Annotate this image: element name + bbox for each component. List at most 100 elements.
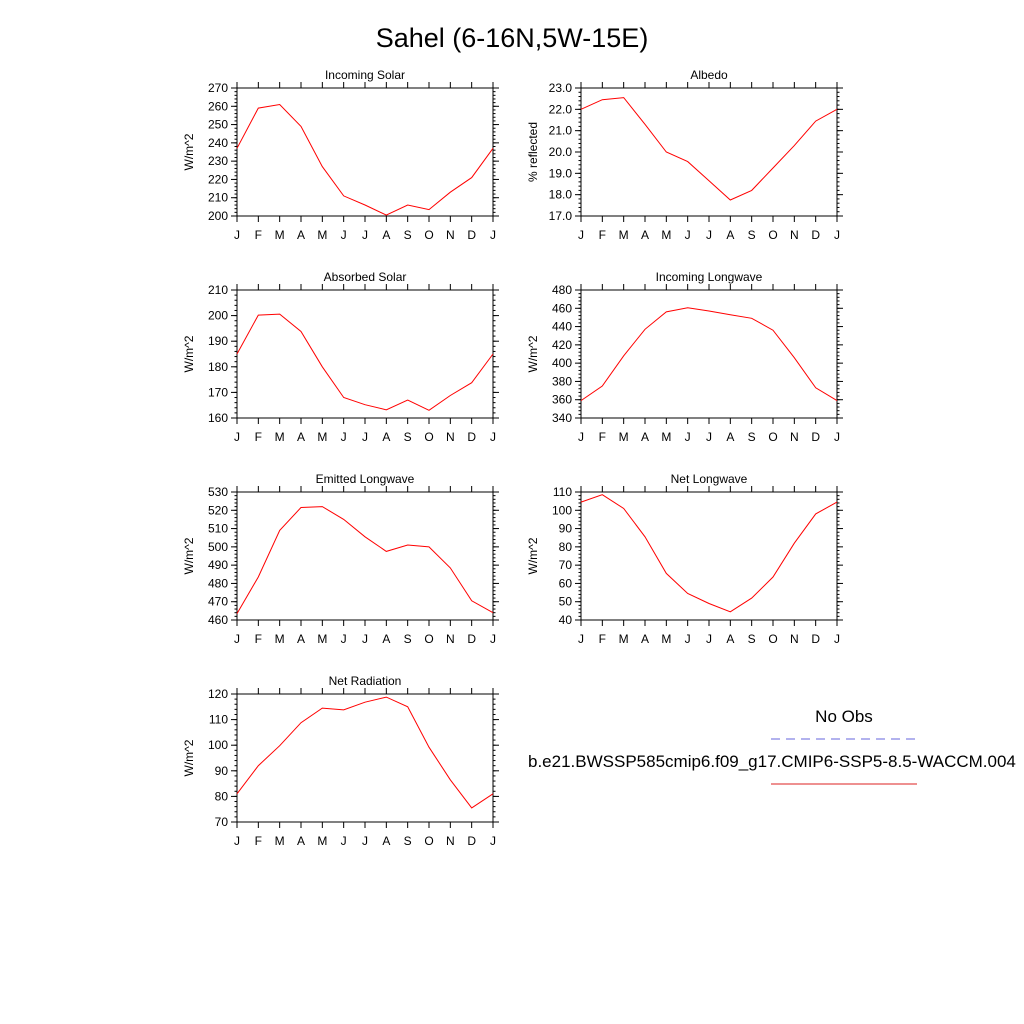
- x-tick-label: A: [382, 834, 390, 848]
- x-tick-label: D: [811, 430, 820, 444]
- y-tick-label: 210: [208, 191, 228, 205]
- chart-title: Emitted Longwave: [316, 472, 415, 486]
- x-tick-label: A: [297, 834, 305, 848]
- series-line: [236, 696, 494, 809]
- x-tick-label: M: [661, 430, 671, 444]
- x-tick-label: M: [619, 228, 629, 242]
- y-tick-label: 360: [552, 393, 572, 407]
- x-tick-label: O: [424, 834, 433, 848]
- y-tick-label: 90: [215, 764, 229, 778]
- x-tick-label: J: [490, 632, 496, 646]
- series-line: [236, 506, 494, 614]
- y-tick-label: 270: [208, 81, 228, 95]
- chart-panel: Emitted Longwave W/m^2 460 470 480 490 500 510 5…: [182, 472, 499, 646]
- y-tick-label: 90: [559, 522, 573, 536]
- y-tick-label: 510: [208, 522, 228, 536]
- y-tick-label: 80: [215, 789, 229, 803]
- plot-frame: [236, 491, 494, 621]
- x-tick-label: S: [404, 834, 412, 848]
- chart-title: Absorbed Solar: [324, 270, 407, 284]
- y-tick-label: 230: [208, 154, 228, 168]
- x-tick-label: D: [467, 430, 476, 444]
- x-tick-label: J: [834, 228, 840, 242]
- chart-title: Net Longwave: [671, 472, 748, 486]
- x-tick-label: A: [297, 228, 305, 242]
- y-tick-label: 380: [552, 374, 572, 388]
- x-tick-label: M: [275, 228, 285, 242]
- chart-title: Incoming Solar: [325, 68, 405, 82]
- y-axis-label: W/m^2: [182, 739, 196, 776]
- plot-frame: [236, 693, 494, 823]
- y-axis-label: W/m^2: [182, 335, 196, 372]
- x-tick-label: D: [467, 632, 476, 646]
- y-tick-label: 210: [208, 283, 228, 297]
- y-tick-label: 520: [208, 503, 228, 517]
- x-tick-label: J: [685, 228, 691, 242]
- series-line: [236, 103, 494, 216]
- x-tick-label: O: [768, 430, 777, 444]
- x-tick-label: J: [341, 228, 347, 242]
- x-tick-label: O: [768, 228, 777, 242]
- y-tick-label: 190: [208, 334, 228, 348]
- y-tick-label: 400: [552, 356, 572, 370]
- x-tick-label: J: [490, 228, 496, 242]
- y-tick-label: 19.0: [549, 166, 573, 180]
- x-tick-label: J: [706, 430, 712, 444]
- y-tick-label: 220: [208, 172, 228, 186]
- y-tick-label: 250: [208, 118, 228, 132]
- x-tick-label: S: [748, 430, 756, 444]
- x-tick-label: S: [748, 228, 756, 242]
- x-tick-label: O: [768, 632, 777, 646]
- y-tick-label: 480: [552, 283, 572, 297]
- x-tick-label: A: [297, 632, 305, 646]
- x-tick-label: J: [362, 834, 368, 848]
- x-tick-label: J: [341, 632, 347, 646]
- x-tick-label: F: [255, 430, 262, 444]
- x-tick-label: M: [275, 430, 285, 444]
- x-tick-label: F: [599, 632, 606, 646]
- x-tick-label: M: [317, 228, 327, 242]
- x-tick-label: A: [641, 228, 649, 242]
- x-tick-label: J: [578, 430, 584, 444]
- x-tick-label: M: [275, 632, 285, 646]
- x-tick-label: M: [317, 834, 327, 848]
- x-tick-label: J: [578, 632, 584, 646]
- x-tick-label: M: [275, 834, 285, 848]
- series-line: [580, 97, 838, 201]
- x-tick-label: F: [599, 228, 606, 242]
- x-tick-label: D: [467, 834, 476, 848]
- y-tick-label: 480: [208, 576, 228, 590]
- x-tick-label: D: [467, 228, 476, 242]
- x-tick-label: J: [490, 834, 496, 848]
- y-tick-label: 100: [208, 738, 228, 752]
- x-tick-label: J: [234, 834, 240, 848]
- y-tick-label: 180: [208, 360, 228, 374]
- x-tick-label: M: [619, 430, 629, 444]
- legend-model-label: b.e21.BWSSP585cmip6.f09_g17.CMIP6-SSP5-8…: [528, 752, 1016, 771]
- x-tick-label: N: [446, 632, 455, 646]
- y-tick-label: 260: [208, 99, 228, 113]
- y-tick-label: 80: [559, 540, 573, 554]
- x-tick-label: J: [362, 228, 368, 242]
- y-tick-label: 460: [208, 613, 228, 627]
- x-tick-label: M: [317, 430, 327, 444]
- chart-panel: Albedo % reflected 17.0 18.0 19.0 20.0 21.0 22.…: [526, 68, 843, 242]
- series-line: [580, 307, 838, 402]
- y-tick-label: 170: [208, 385, 228, 399]
- y-tick-label: 110: [553, 485, 572, 499]
- x-tick-label: N: [446, 834, 455, 848]
- x-tick-label: N: [790, 228, 799, 242]
- y-tick-label: 22.0: [549, 102, 573, 116]
- x-tick-label: A: [382, 632, 390, 646]
- y-tick-label: 470: [208, 595, 228, 609]
- x-tick-label: A: [297, 430, 305, 444]
- y-tick-label: 530: [208, 485, 228, 499]
- figure-title: Sahel (6-16N,5W-15E): [376, 23, 649, 53]
- y-tick-label: 460: [552, 301, 572, 315]
- x-tick-label: M: [661, 632, 671, 646]
- x-tick-label: J: [234, 430, 240, 444]
- x-tick-label: F: [599, 430, 606, 444]
